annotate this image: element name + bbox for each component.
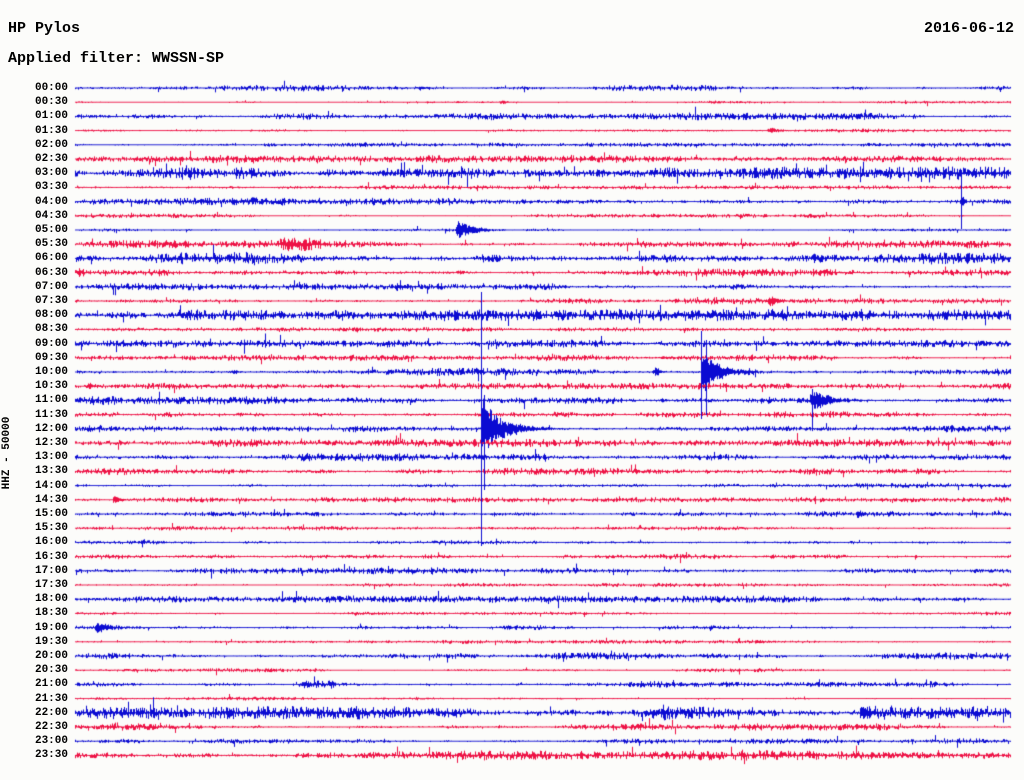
record-date: 2016-06-12	[923, 20, 1014, 37]
time-label: 05:30	[34, 238, 68, 251]
time-label: 13:00	[34, 451, 68, 464]
time-label: 09:00	[34, 337, 68, 350]
time-label: 21:30	[34, 692, 68, 705]
time-label: 14:00	[34, 479, 68, 492]
time-label: 01:30	[34, 124, 68, 137]
time-label: 04:30	[34, 209, 68, 222]
time-label: 02:00	[34, 138, 68, 151]
time-label: 02:30	[34, 153, 68, 165]
time-label: 10:30	[34, 380, 68, 393]
time-label: 00:30	[34, 96, 68, 109]
time-label: 20:00	[34, 650, 68, 662]
time-label: 05:00	[34, 224, 68, 236]
time-label: 14:30	[34, 493, 68, 506]
time-label: 17:00	[34, 564, 68, 577]
time-label: 13:30	[34, 465, 68, 478]
time-label: 19:30	[34, 635, 68, 648]
time-label: 12:00	[34, 422, 68, 435]
time-label: 11:30	[34, 408, 68, 421]
time-label: 22:30	[34, 721, 68, 733]
time-label: 15:30	[34, 522, 68, 535]
applied-filter-label: Applied filter: WWSSN-SP	[8, 50, 225, 67]
time-label: 15:00	[34, 508, 68, 520]
time-label: 18:30	[34, 607, 68, 620]
time-label: 12:30	[34, 437, 68, 449]
time-label: 03:30	[34, 181, 68, 194]
time-label: 23:30	[34, 749, 68, 762]
time-label: 19:00	[34, 621, 68, 634]
time-label: 08:30	[34, 323, 68, 336]
time-label: 07:00	[34, 280, 68, 293]
time-label: 06:30	[34, 266, 68, 279]
time-label: 11:00	[34, 394, 68, 407]
time-axis: 00:00 00:30 01:00 01:30 02:00 02:30 03:00 03:30…	[0, 0, 70, 780]
time-label: 06:00	[34, 252, 68, 265]
station-title: HP Pylos	[8, 20, 81, 37]
time-label: 00:00	[34, 82, 68, 94]
time-label: 01:00	[34, 110, 68, 123]
time-label: 03:00	[34, 167, 68, 180]
time-label: 16:00	[34, 536, 68, 549]
time-label: 21:00	[34, 678, 68, 691]
time-label: 22:00	[34, 706, 68, 719]
time-label: 07:30	[34, 295, 68, 307]
time-label: 10:00	[34, 366, 68, 378]
time-label: 09:30	[34, 351, 68, 364]
time-label: 08:00	[34, 309, 68, 322]
time-label: 17:30	[34, 579, 68, 591]
time-label: 04:00	[34, 195, 68, 208]
time-label: 23:00	[34, 735, 68, 748]
time-label: 20:30	[34, 664, 68, 677]
time-label: 16:30	[34, 550, 68, 563]
time-label: 18:00	[34, 593, 68, 606]
